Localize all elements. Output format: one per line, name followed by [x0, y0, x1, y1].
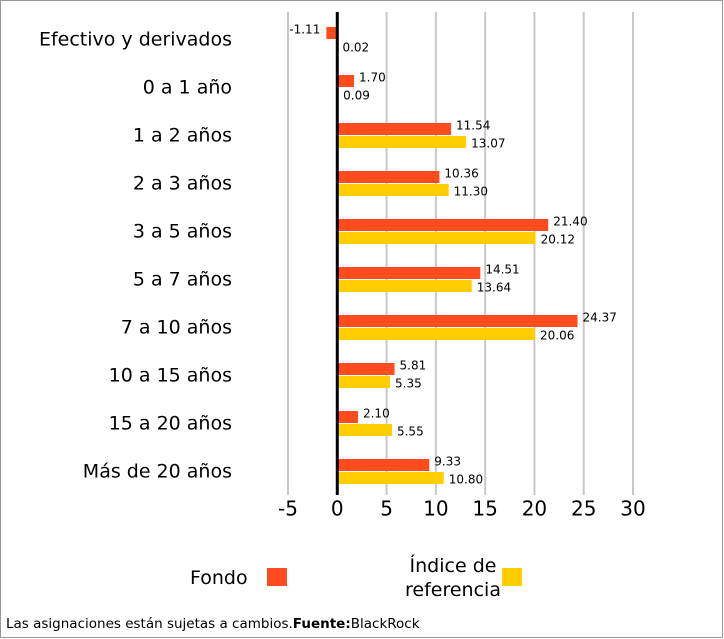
bar [337, 472, 444, 484]
value-label: 14.51 [485, 263, 519, 277]
value-label: 0.09 [343, 89, 370, 103]
bar [337, 123, 452, 135]
value-label: 10.36 [444, 167, 478, 181]
y-tick-label: 2 a 3 años [133, 173, 232, 195]
bar [337, 411, 358, 423]
y-tick-label: 5 a 7 años [133, 269, 232, 291]
bar [337, 219, 549, 231]
x-tick-label: 0 [331, 497, 344, 521]
y-tick-label: 7 a 10 años [121, 317, 232, 339]
value-label: 2.10 [363, 407, 390, 421]
value-label: 20.12 [541, 233, 575, 247]
legend-label: Fondo [190, 567, 248, 589]
legend-swatch [267, 568, 287, 586]
bar [337, 75, 355, 87]
y-tick-label: 10 a 15 años [109, 365, 232, 387]
bar [337, 363, 395, 375]
bar [337, 184, 449, 196]
x-tick-label: 25 [571, 497, 596, 521]
x-tick-label: 15 [472, 497, 497, 521]
value-label: 9.33 [434, 455, 461, 469]
y-tick-label: 15 a 20 años [109, 413, 232, 435]
legend-label: Índice de referencia [405, 555, 501, 601]
x-tick-label: 30 [620, 497, 645, 521]
x-tick-label: 20 [522, 497, 547, 521]
value-label: 5.35 [395, 377, 422, 391]
value-label: 5.55 [397, 425, 424, 439]
bar [337, 171, 440, 183]
bar [337, 267, 481, 279]
value-label: 13.07 [471, 137, 505, 151]
bar [337, 280, 472, 292]
bar [337, 459, 430, 471]
source: BlackRock [350, 616, 420, 632]
x-tick-label: 10 [423, 497, 448, 521]
bar [337, 376, 391, 388]
y-tick-label: Más de 20 años [83, 461, 232, 483]
y-tick-label: 0 a 1 año [143, 77, 232, 99]
bar [337, 328, 536, 340]
bar [337, 136, 467, 148]
bar [337, 424, 392, 436]
x-tick-label: 5 [380, 497, 393, 521]
y-tick-label: 3 a 5 años [133, 221, 232, 243]
bar [337, 232, 536, 244]
value-label: 11.54 [456, 119, 490, 133]
value-label: 21.40 [553, 215, 587, 229]
value-label: -1.11 [289, 23, 320, 37]
footer-text: Las asignaciones están sujetas a cambios… [6, 616, 293, 632]
bar [337, 315, 578, 327]
value-label: 1.70 [359, 71, 386, 85]
value-label: 11.30 [454, 185, 488, 199]
value-label: 5.81 [400, 359, 427, 373]
x-tick-label: -5 [278, 497, 298, 521]
y-tick-label: 1 a 2 años [133, 125, 232, 147]
bar [326, 27, 338, 39]
legend-swatch [502, 568, 522, 586]
value-label: 20.06 [540, 329, 574, 343]
value-label: 24.37 [583, 311, 617, 325]
footer: Las asignaciones están sujetas a cambios… [6, 616, 420, 632]
value-label: 13.64 [477, 281, 511, 295]
value-label: 0.02 [342, 41, 369, 55]
source-label: Fuente: [292, 616, 351, 632]
y-tick-label: Efectivo y derivados [39, 29, 232, 51]
value-label: 10.80 [449, 473, 483, 487]
